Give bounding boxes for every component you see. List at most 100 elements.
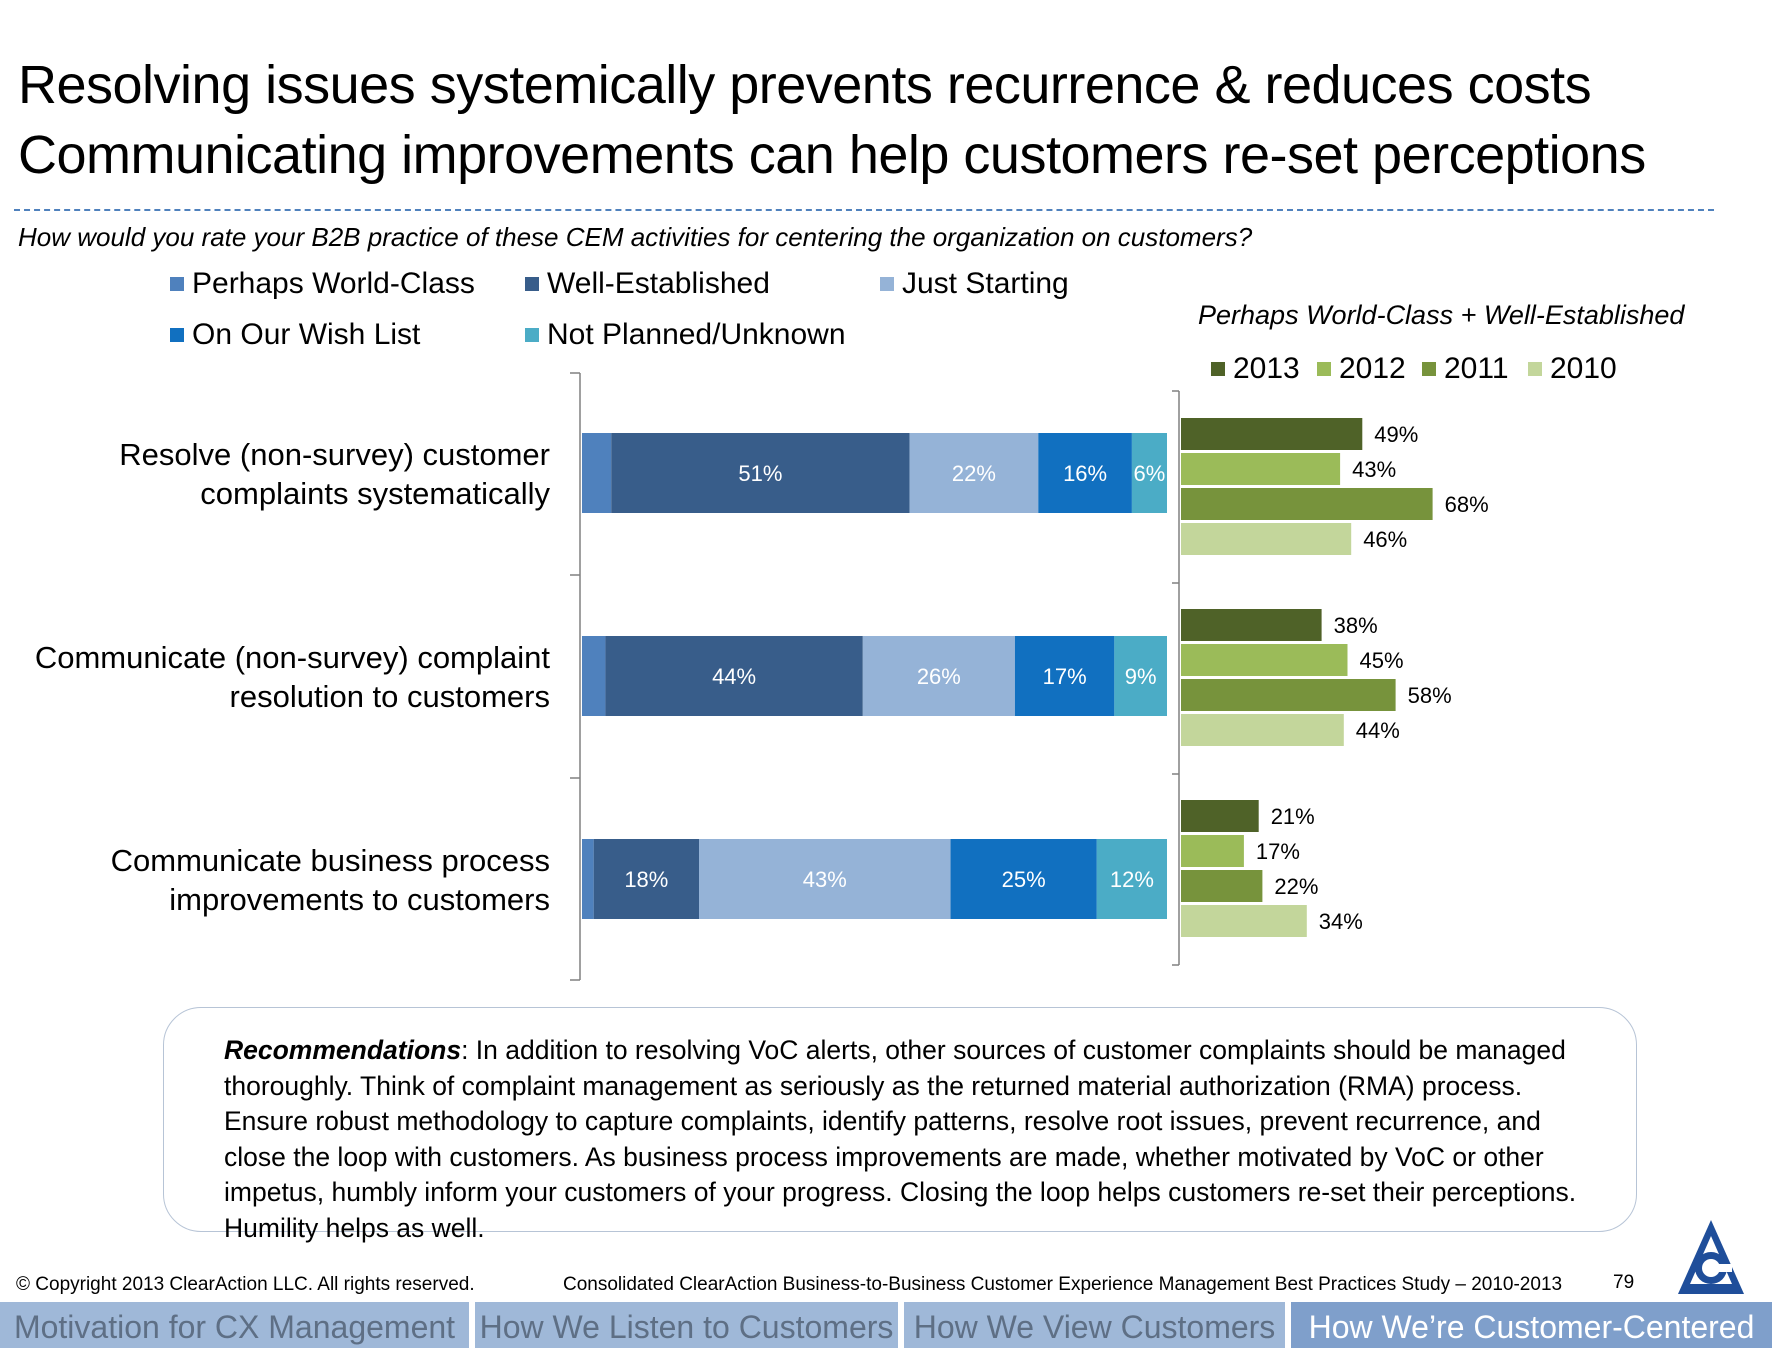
title-divider: [14, 209, 1714, 211]
clearaction-logo-icon: [1678, 1220, 1744, 1294]
stacked-bar-label: 17%: [1043, 664, 1087, 689]
legend-item-2011: 2011: [1422, 352, 1509, 386]
legend-label: Just Starting: [902, 267, 1069, 300]
year-bar: [1181, 418, 1363, 450]
year-bar: [1181, 714, 1344, 746]
year-bar-label: 68%: [1445, 492, 1489, 517]
copyright-text: © Copyright 2013 ClearAction LLC. All ri…: [16, 1274, 475, 1295]
year-bar: [1181, 679, 1396, 711]
legend-label: 2011: [1444, 352, 1509, 385]
stacked-bar-label: 22%: [952, 461, 996, 486]
stacked-bar-label: 12%: [1110, 867, 1154, 892]
year-bar: [1181, 609, 1322, 641]
year-bar-label: 44%: [1356, 718, 1400, 743]
stacked-bar-label: 6%: [1134, 461, 1166, 486]
stacked-bar-segment: [1096, 839, 1167, 919]
legend-label: Perhaps World-Class: [192, 267, 475, 300]
legend-swatch: [170, 277, 184, 291]
legend-swatch: [1422, 362, 1436, 376]
stacked-bar-segment: [582, 433, 612, 513]
title-line-1: Resolving issues systemically prevents r…: [18, 55, 1592, 115]
stacked-bar-label: 44%: [712, 664, 756, 689]
year-bar-label: 45%: [1360, 648, 1404, 673]
stacked-bar-segment: [862, 636, 1015, 716]
stacked-bar-label: 9%: [1125, 664, 1157, 689]
legend-item-not-planned: Not Planned/Unknown: [525, 318, 846, 352]
year-comparison-chart: 49% 43% 68% 46% 38% 45%58% 44% 21% 17% 22%34%: [1172, 390, 1489, 966]
title-line-2: Communicating improvements can help cust…: [18, 125, 1646, 185]
legend-item-wish-list: On Our Wish List: [170, 318, 420, 352]
year-bar: [1181, 835, 1244, 867]
legend-swatch: [170, 328, 184, 342]
legend-label: Well-Established: [547, 267, 770, 300]
year-bar-label: 17%: [1256, 839, 1300, 864]
legend-swatch: [1528, 362, 1542, 376]
legend-swatch: [880, 277, 894, 291]
right-chart-title: Perhaps World-Class + Well-Established: [1198, 300, 1685, 330]
stacked-bar-segment: [605, 636, 863, 716]
stacked-bar-label: 26%: [917, 664, 961, 689]
stacked-bar-segment: [582, 839, 594, 919]
legend-label: On Our Wish List: [192, 318, 421, 351]
page-number: 79: [1613, 1272, 1635, 1293]
year-bar-label: 34%: [1319, 909, 1363, 934]
study-name: Consolidated ClearAction Business-to-Bus…: [563, 1274, 1563, 1295]
year-bar-label: 38%: [1334, 613, 1378, 638]
legend-item-world-class: Perhaps World-Class: [170, 267, 475, 301]
recommendation-box: [163, 1007, 1637, 1232]
legend-label: Not Planned/Unknown: [547, 318, 846, 351]
stacked-bar-segment: [1131, 433, 1167, 513]
stacked-bar-segment: [582, 636, 606, 716]
legend-swatch: [525, 328, 539, 342]
recommendation-lead: Recommendations: [224, 1035, 462, 1065]
year-bar: [1181, 800, 1259, 832]
stacked-bar-label: 16%: [1063, 461, 1107, 486]
legend-swatch: [1317, 362, 1331, 376]
year-bar-label: 49%: [1374, 422, 1418, 447]
year-bar-label: 22%: [1274, 874, 1318, 899]
stacked-bar-segment: [1038, 433, 1132, 513]
stacked-bar-label: 25%: [1002, 867, 1046, 892]
year-bar: [1181, 488, 1433, 520]
year-bar: [1181, 644, 1348, 676]
year-bar-label: 21%: [1271, 804, 1315, 829]
stacked-bar-segment: [699, 839, 951, 919]
stacked-bar-label: 43%: [803, 867, 847, 892]
recommendation-body: : In addition to resolving VoC alerts, o…: [224, 1035, 1577, 1243]
stacked-bar-segment: [909, 433, 1039, 513]
legend-item-2013: 2013: [1211, 352, 1300, 386]
slide-title: Resolving issues systemically prevents r…: [18, 50, 1646, 190]
stacked-bar-segment: [950, 839, 1097, 919]
legend-item-just-starting: Just Starting: [880, 267, 1069, 301]
stacked-bar-segment: [1014, 636, 1115, 716]
legend-label: 2010: [1550, 352, 1617, 385]
nav-tab-listen[interactable]: How We Listen to Customers: [475, 1302, 898, 1348]
year-bar-label: 58%: [1408, 683, 1452, 708]
nav-tab-motivation[interactable]: Motivation for CX Management: [0, 1302, 469, 1348]
category-label-2: Communicate (non-survey) complaint resol…: [34, 640, 550, 714]
year-bar-label: 46%: [1363, 527, 1407, 552]
year-bar: [1181, 453, 1341, 485]
category-label-3: Communicate business process improvement…: [110, 843, 550, 917]
category-label-1: Resolve (non-survey) customer complaints…: [119, 437, 550, 511]
legend-item-2010: 2010: [1528, 352, 1617, 386]
legend-item-well-established: Well-Established: [525, 267, 770, 301]
nav-tab-customer-centered[interactable]: How We’re Customer-Centered: [1291, 1302, 1772, 1348]
survey-question: How would you rate your B2B practice of …: [18, 222, 1253, 252]
legend-swatch: [525, 277, 539, 291]
year-bar: [1181, 870, 1263, 902]
stacked-bar-label: 51%: [738, 461, 782, 486]
legend-swatch: [1211, 362, 1225, 376]
recommendation-text: Recommendations: In addition to resolvin…: [224, 1033, 1604, 1246]
stacked-bar-chart: 51% 22% 16% 6% 44% 26% 17% 9% 18% 43% 25% 12%: [570, 372, 1167, 981]
legend-label: 2012: [1339, 352, 1406, 385]
stacked-bar-segment: [611, 433, 910, 513]
year-bar: [1181, 905, 1307, 937]
nav-tab-view[interactable]: How We View Customers: [904, 1302, 1285, 1348]
year-bar-label: 43%: [1352, 457, 1396, 482]
stacked-bar-label: 18%: [624, 867, 668, 892]
year-bar: [1181, 523, 1352, 555]
stacked-bar-segment: [593, 839, 699, 919]
stacked-bar-segment: [1114, 636, 1167, 716]
